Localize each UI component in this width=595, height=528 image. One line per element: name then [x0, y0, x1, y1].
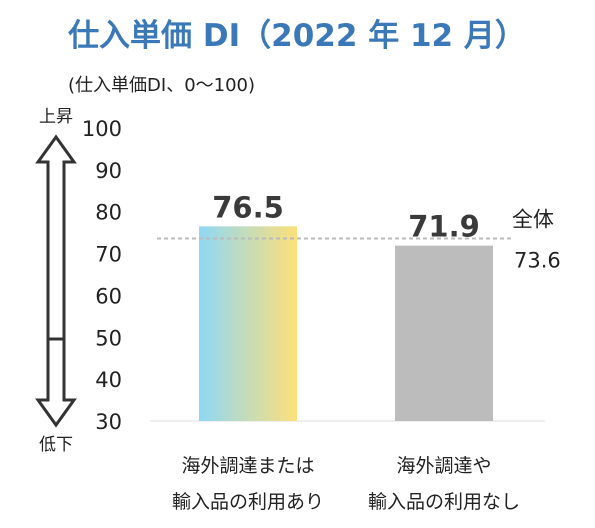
category-label: 輸入品の利用なし — [368, 491, 520, 513]
overall-reference-value: 73.6 — [514, 249, 561, 273]
y-tick-label: 30 — [95, 410, 122, 434]
y-tick-label: 40 — [95, 368, 122, 392]
y-tick-label: 70 — [95, 243, 122, 267]
category-label: 海外調達や — [396, 455, 491, 477]
category-label: 輸入品の利用あり — [172, 491, 324, 513]
overall-reference-label: 全体 — [512, 208, 554, 232]
up-down-arrow-icon — [35, 134, 77, 428]
y-axis-unit-label: (仕入単価DI、0～100) — [68, 75, 255, 96]
bar — [395, 245, 493, 421]
y-tick-label: 50 — [95, 326, 122, 350]
y-tick-label: 60 — [95, 284, 122, 308]
bars: 76.571.9 — [199, 190, 493, 421]
y-tick-label: 100 — [82, 117, 122, 141]
y-tick-label: 80 — [95, 201, 122, 225]
bar-value-label: 76.5 — [212, 190, 284, 224]
y-tick-label: 90 — [95, 159, 122, 183]
category-label: 海外調達または — [181, 455, 314, 477]
bar — [199, 226, 297, 421]
y-axis-ticks: 30 40 50 60 70 80 90 100 — [82, 117, 122, 434]
chart-title: 仕入単価 DI（2022 年 12 月） — [68, 18, 526, 54]
arrow-top-label: 上昇 — [39, 107, 73, 127]
arrow-bottom-label: 低下 — [39, 435, 73, 455]
